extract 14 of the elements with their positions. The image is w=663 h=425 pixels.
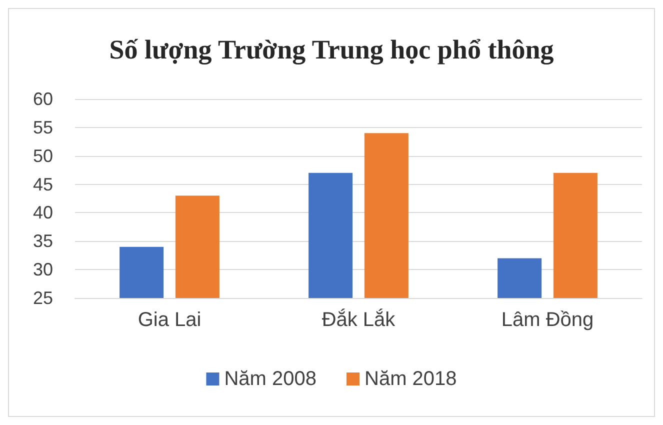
y-tick-label: 45	[32, 174, 53, 194]
y-tick-label: 25	[32, 288, 53, 308]
x-tick-label: Đắk Lắk	[322, 308, 396, 331]
chart-title: Số lượng Trường Trung học phổ thông	[109, 34, 554, 64]
y-tick-label: 55	[32, 117, 53, 138]
y-tick-label: 40	[32, 202, 53, 223]
y-tick-label: 60	[32, 89, 53, 109]
legend-label: Năm 2008	[224, 368, 317, 390]
legend-label: Năm 2018	[364, 368, 457, 390]
y-tick-label: 30	[32, 260, 53, 280]
x-tick-label: Gia Lai	[138, 309, 202, 331]
y-tick-label: 50	[32, 146, 53, 166]
y-tick-label: 35	[32, 231, 53, 252]
x-tick-label: Lâm Đồng	[501, 309, 594, 331]
